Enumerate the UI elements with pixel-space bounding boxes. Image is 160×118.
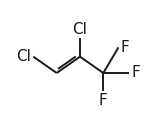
Text: F: F xyxy=(99,93,108,108)
Text: F: F xyxy=(121,40,130,55)
Text: F: F xyxy=(99,93,108,108)
Text: F: F xyxy=(121,40,130,55)
Text: F: F xyxy=(131,65,140,80)
Text: Cl: Cl xyxy=(16,49,31,64)
Text: Cl: Cl xyxy=(16,49,31,64)
Text: F: F xyxy=(131,65,140,80)
Text: Cl: Cl xyxy=(73,22,87,37)
Text: Cl: Cl xyxy=(73,22,87,37)
